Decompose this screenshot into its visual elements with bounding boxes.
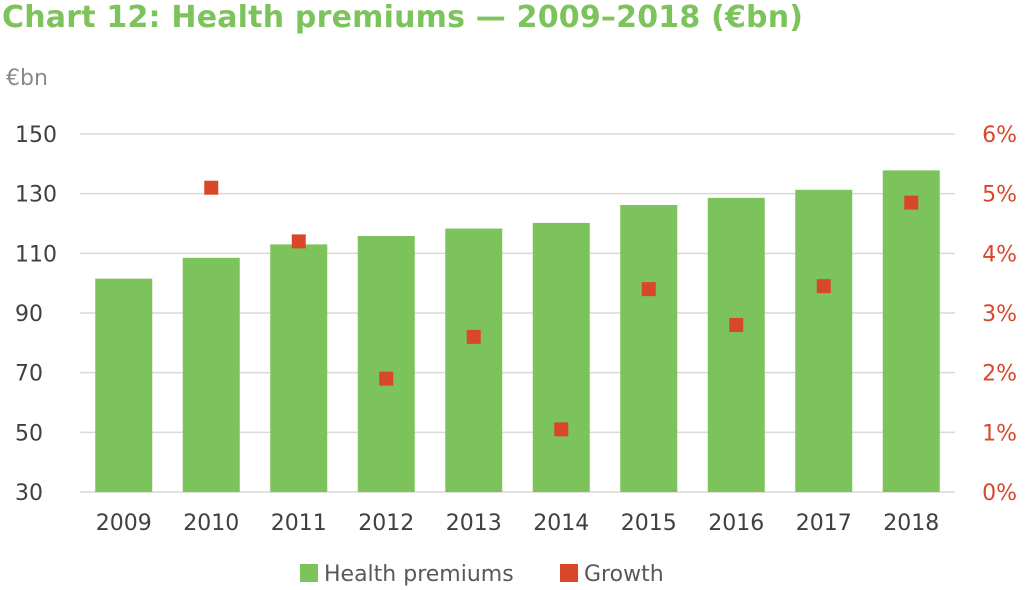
legend: Health premiums Growth <box>300 562 664 587</box>
growth-marker-2013 <box>466 329 481 344</box>
left-axis-tick-label: 70 <box>15 362 43 387</box>
bar-2009 <box>95 278 153 492</box>
right-axis-tick-label: 4% <box>982 242 1017 267</box>
bar-2014 <box>532 222 590 493</box>
growth-marker-2015 <box>641 282 656 297</box>
right-axis-tick-label: 2% <box>982 362 1017 387</box>
right-axis-ticks: 0% 1% 2% 3% 4% 5% 6% <box>982 123 1017 506</box>
x-axis-tick-label: 2014 <box>533 511 589 536</box>
x-axis-tick-label: 2015 <box>621 511 677 536</box>
growth-marker-2011 <box>291 234 306 249</box>
bar-2010 <box>182 257 240 492</box>
x-axis-ticks: 2009 2010 2011 2012 2013 2014 2015 2016 2017 2018 <box>96 511 940 536</box>
legend-swatch-growth <box>560 564 578 582</box>
left-axis-tick-label: 50 <box>15 421 43 446</box>
bar-2011 <box>270 244 328 492</box>
x-axis-tick-label: 2009 <box>96 511 152 536</box>
bar-2015 <box>620 205 678 492</box>
right-axis-tick-label: 6% <box>982 123 1017 148</box>
right-axis-tick-label: 0% <box>982 481 1017 506</box>
growth-marker-2017 <box>816 279 831 294</box>
x-axis-tick-label: 2011 <box>271 511 327 536</box>
left-axis-tick-label: 110 <box>15 242 57 267</box>
left-axis-ticks: 30 50 70 90 110 130 150 <box>15 123 57 506</box>
bar-2017 <box>795 189 853 492</box>
left-axis-tick-label: 150 <box>15 123 57 148</box>
bar-2018 <box>882 170 940 492</box>
x-axis-tick-label: 2012 <box>358 511 414 536</box>
bar-2012 <box>357 236 415 492</box>
bar-2013 <box>445 228 503 493</box>
growth-marker-2014 <box>554 422 569 437</box>
x-axis-tick-label: 2018 <box>883 511 939 536</box>
bar-series <box>95 170 940 493</box>
left-axis-tick-label: 130 <box>15 183 57 208</box>
x-axis-tick-label: 2016 <box>708 511 764 536</box>
legend-swatch-health-premiums <box>300 564 318 582</box>
chart-title: Chart 12: Health premiums — 2009–2018 (€… <box>2 0 804 35</box>
legend-label-growth: Growth <box>584 562 664 587</box>
legend-label-health-premiums: Health premiums <box>324 562 514 587</box>
growth-series <box>204 180 919 437</box>
left-axis-tick-label: 90 <box>15 302 43 327</box>
growth-marker-2018 <box>904 195 919 210</box>
x-axis-tick-label: 2013 <box>446 511 502 536</box>
growth-marker-2010 <box>204 180 219 195</box>
left-axis-tick-label: 30 <box>15 481 43 506</box>
growth-marker-2012 <box>379 371 394 386</box>
x-axis-tick-label: 2017 <box>796 511 852 536</box>
right-axis-tick-label: 3% <box>982 302 1017 327</box>
y-axis-unit-label: €bn <box>6 66 48 91</box>
right-axis-tick-label: 1% <box>982 421 1017 446</box>
bar-2016 <box>707 197 765 493</box>
growth-marker-2016 <box>729 317 744 332</box>
right-axis-tick-label: 5% <box>982 183 1017 208</box>
x-axis-tick-label: 2010 <box>183 511 239 536</box>
